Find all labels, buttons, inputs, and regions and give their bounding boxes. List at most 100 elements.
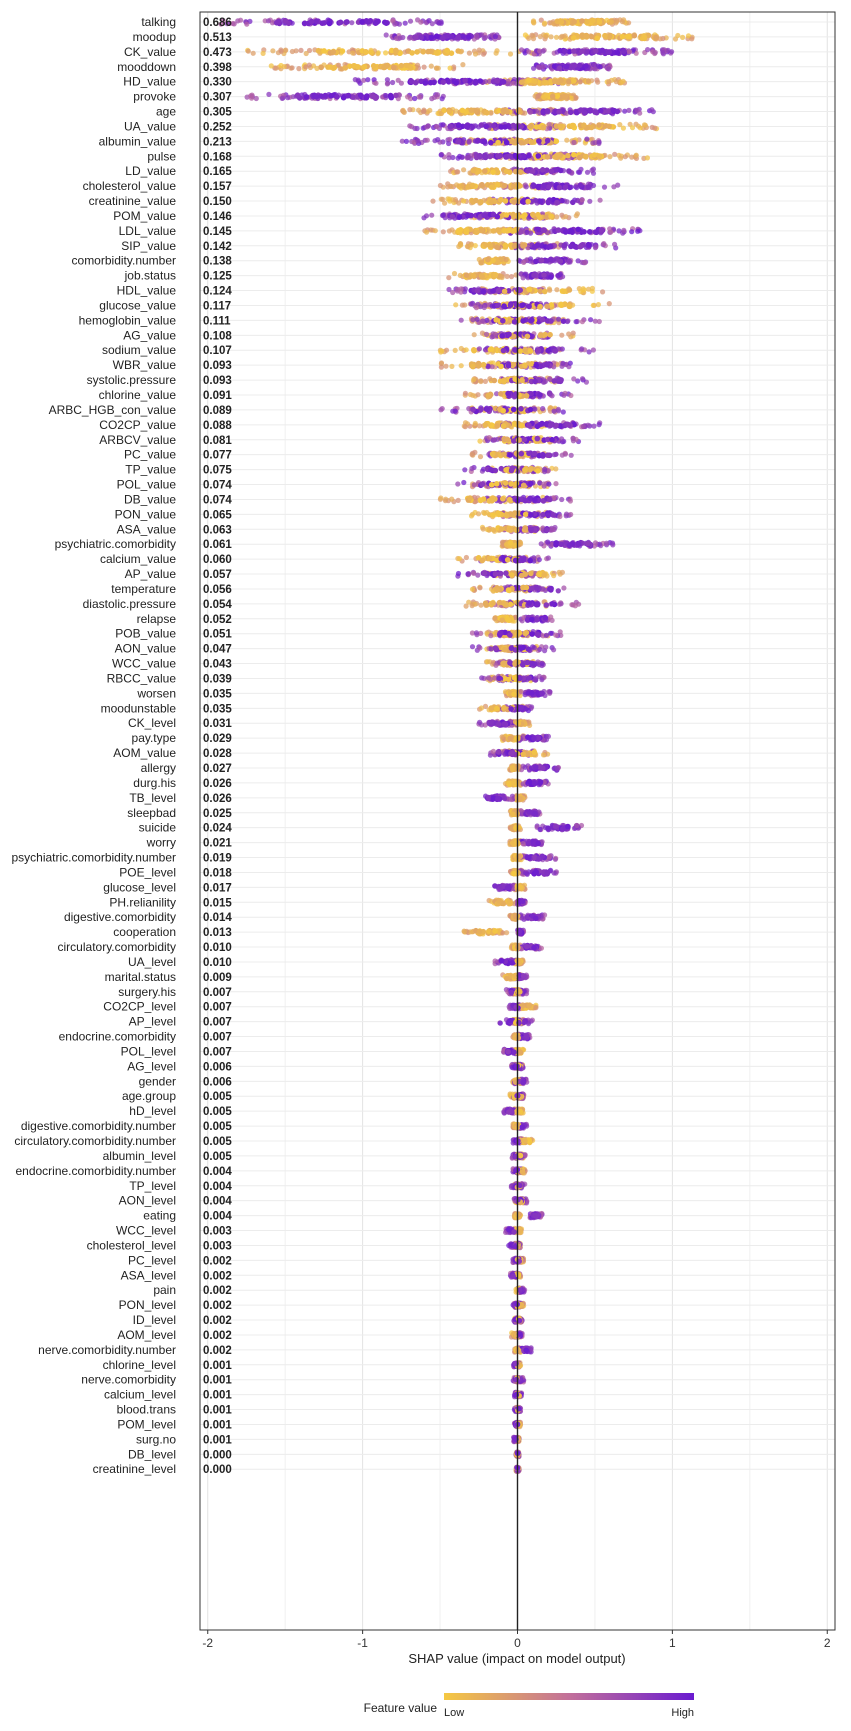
point-core-low <box>321 48 327 54</box>
point-high <box>541 481 546 486</box>
point-high <box>579 346 584 351</box>
point-low <box>422 65 427 70</box>
point-high <box>581 424 586 429</box>
point-low <box>636 124 641 129</box>
point-high <box>592 66 597 71</box>
point-core-high <box>484 407 490 413</box>
point-core-high <box>498 153 504 159</box>
point-high <box>492 437 497 442</box>
point-core-high <box>341 95 347 101</box>
point-core-high <box>507 452 513 458</box>
point-core-high <box>532 497 538 503</box>
point-low <box>290 49 295 54</box>
point-core-high <box>346 93 352 99</box>
point-core-high <box>541 227 547 233</box>
point-low <box>383 50 388 55</box>
point-core-low <box>490 258 496 264</box>
point-high <box>446 287 451 292</box>
point-core-low <box>503 198 509 204</box>
point-low <box>680 35 685 40</box>
point-core-high <box>429 35 435 41</box>
point-high <box>521 260 526 265</box>
point-core-high <box>319 20 325 26</box>
point-high <box>602 185 607 190</box>
point-core-low <box>584 19 590 25</box>
point-high <box>546 482 551 487</box>
point-core-low <box>554 138 560 144</box>
point-core-high <box>593 48 599 54</box>
point-high <box>558 272 563 277</box>
point-high <box>591 424 596 429</box>
point-low <box>452 271 457 276</box>
point-core-low <box>368 49 374 55</box>
point-low <box>461 167 466 172</box>
point-low <box>421 109 426 114</box>
point-core-high <box>510 465 516 471</box>
point-core-high <box>499 333 505 339</box>
point-core-high <box>575 227 581 233</box>
point-core-low <box>494 244 500 250</box>
point-core-low <box>501 379 507 385</box>
point-core-high <box>558 168 564 174</box>
point-low <box>290 65 295 70</box>
point-core-low <box>511 183 517 189</box>
point-low <box>454 182 459 187</box>
point-high <box>425 138 430 143</box>
point-core-high <box>338 20 344 26</box>
point-low <box>448 184 453 189</box>
point-low <box>529 33 534 38</box>
point-core-low <box>501 423 507 429</box>
point-core-high <box>578 183 584 189</box>
point-core-high <box>490 288 496 294</box>
point-core-high <box>518 406 524 412</box>
point-high <box>601 241 606 246</box>
point-low <box>430 199 435 204</box>
point-high <box>560 453 565 458</box>
point-high <box>266 18 271 23</box>
point-core-high <box>545 513 551 519</box>
point-core-low <box>500 496 506 502</box>
point-high <box>528 110 533 115</box>
point-core-low <box>456 228 462 234</box>
point-core-high <box>457 214 463 220</box>
point-low <box>424 230 429 235</box>
point-low <box>483 379 488 384</box>
point-low <box>439 365 444 370</box>
point-core-high <box>499 466 505 472</box>
point-core-low <box>503 480 509 486</box>
point-core-high <box>540 317 546 323</box>
point-core-high <box>413 80 419 86</box>
point-low <box>591 303 596 308</box>
point-core-high <box>528 407 534 413</box>
point-core-low <box>553 154 559 160</box>
point-core-low <box>524 393 530 399</box>
point-core-low <box>550 94 556 100</box>
point-low <box>689 36 694 41</box>
point-low <box>645 155 650 160</box>
point-core-low <box>562 94 568 100</box>
point-core-low <box>441 107 447 113</box>
point-low <box>650 125 655 130</box>
point-core-high <box>549 169 555 175</box>
point-core-high <box>547 391 553 397</box>
point-high <box>373 81 378 86</box>
point-high <box>557 514 562 519</box>
point-low <box>449 227 454 232</box>
point-core-high <box>561 318 567 324</box>
point-low <box>606 79 611 84</box>
point-high <box>627 49 632 54</box>
point-core-high <box>549 437 555 443</box>
point-high <box>459 155 464 160</box>
point-core-high <box>482 139 488 145</box>
point-core-low <box>479 274 485 280</box>
point-core-high <box>533 363 539 369</box>
point-high <box>561 393 566 398</box>
point-core-high <box>512 319 518 325</box>
point-low <box>463 424 468 429</box>
point-core-high <box>535 184 541 190</box>
point-core-high <box>568 244 574 250</box>
point-low <box>538 34 543 39</box>
point-core-high <box>578 244 584 250</box>
point-core-low <box>559 19 565 25</box>
point-core-high <box>540 167 546 173</box>
